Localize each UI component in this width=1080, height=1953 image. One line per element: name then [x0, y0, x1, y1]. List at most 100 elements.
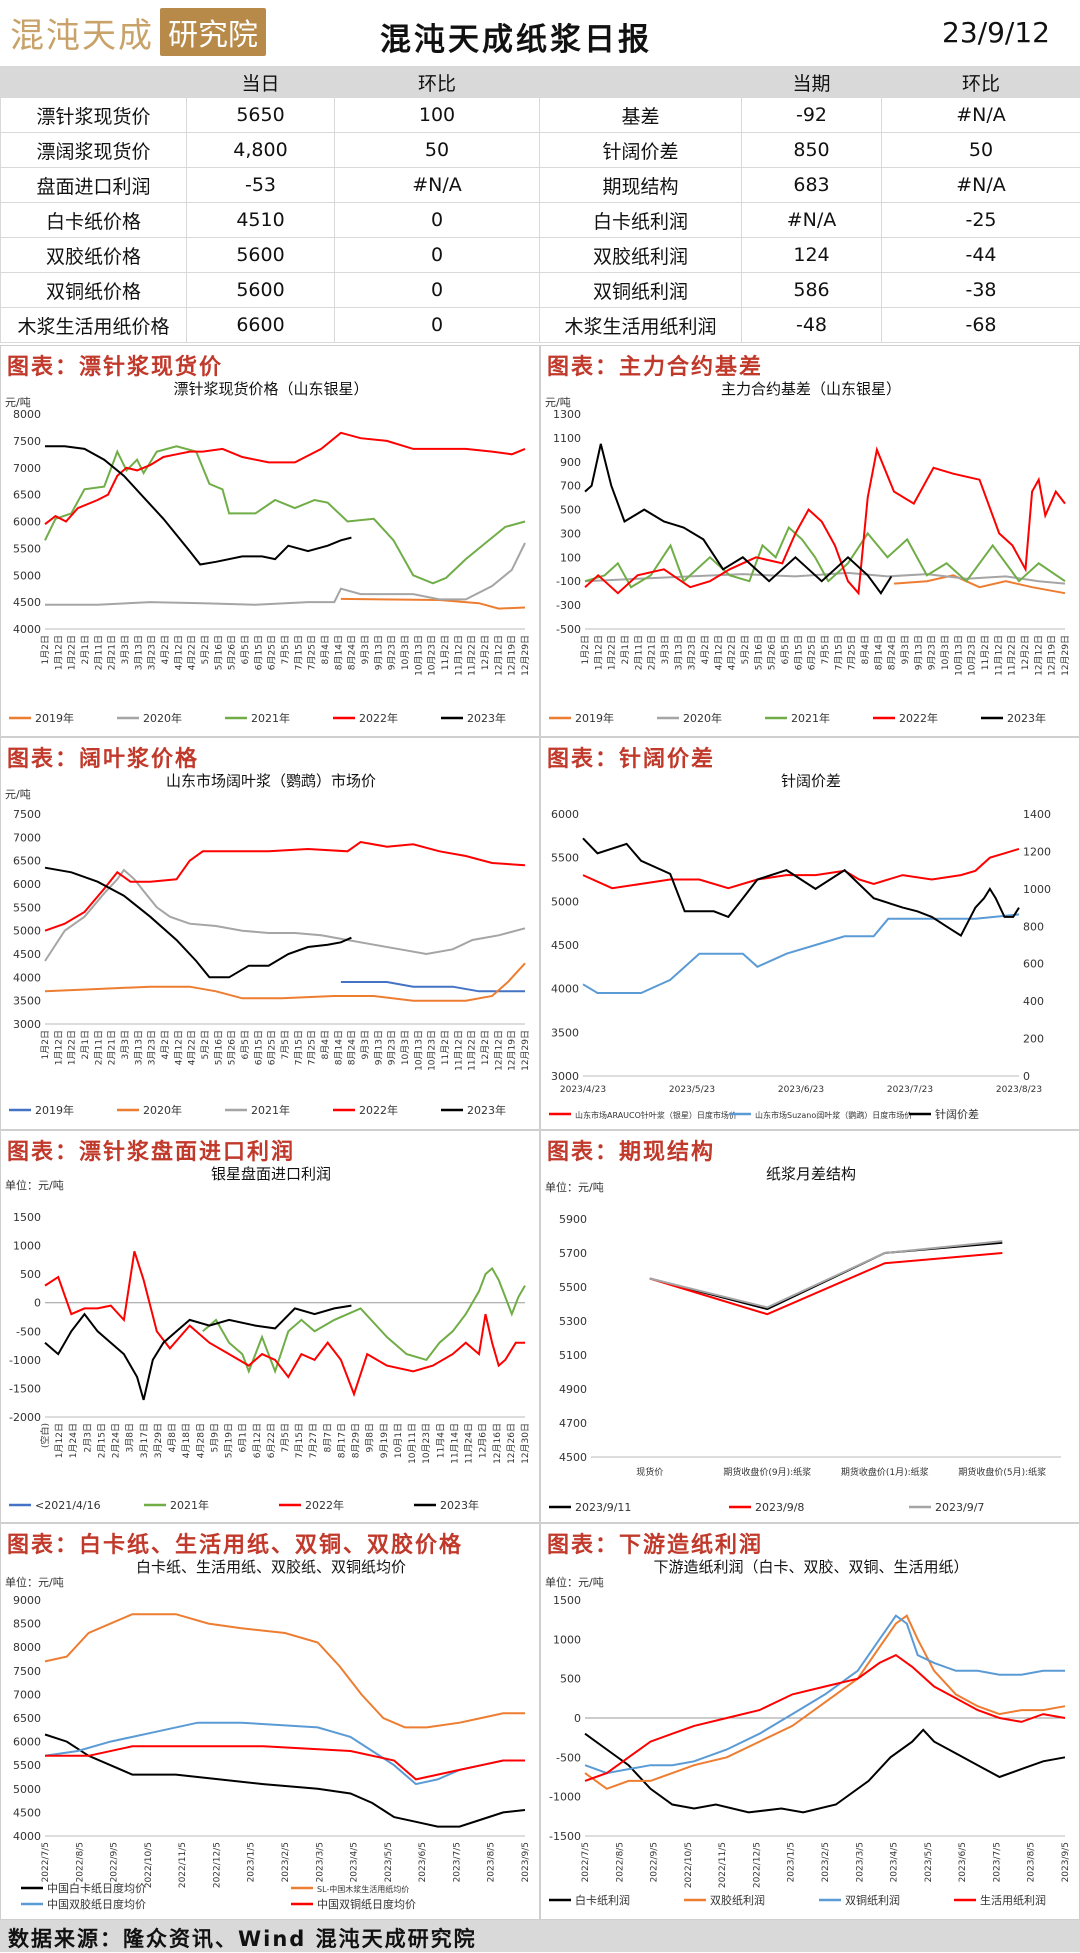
x-tick-label: 2023/2/5 [821, 1842, 831, 1882]
series-line [45, 1746, 525, 1779]
x-tick-label: 8月14日 [333, 635, 344, 670]
x-tick-label: 1月22日 [607, 635, 618, 670]
x-tick-label: 5月19日 [224, 1423, 235, 1458]
x-tick-label: 2022/11/5 [718, 1842, 728, 1888]
series-line [45, 1306, 351, 1400]
x-tick-label: 12月2日 [480, 1030, 491, 1065]
chart-spread: 针阔价差300035004000450050005500600002004006… [541, 766, 1080, 1129]
y-tick-label: 5000 [13, 925, 41, 938]
x-tick-label: 10月23日 [427, 635, 438, 676]
x-tick-label: 9月23日 [387, 635, 398, 670]
x-tick-label: 10月23日 [967, 635, 978, 676]
legend-label: 2019年 [575, 711, 614, 725]
table-cell: 漂阔浆现货价 [1, 133, 187, 168]
legend-label: 2022年 [899, 711, 938, 725]
x-tick-label: 1月2日 [40, 1030, 51, 1059]
series-line [583, 914, 1019, 993]
x-tick-label: 3月23日 [687, 635, 698, 670]
legend-label: 2023年 [1007, 711, 1046, 725]
x-tick-label: 8月7日 [322, 1423, 333, 1452]
x-tick-label: 2月11日 [633, 635, 644, 670]
y-tick-label: 900 [560, 456, 581, 469]
y2-tick-label: 800 [1023, 920, 1044, 933]
table-cell: 期现结构 [540, 168, 742, 203]
y-tick-label: 700 [560, 480, 581, 493]
x-tick-label: 7月25日 [847, 635, 858, 670]
x-tick-label: 期货收盘价(1月):纸浆 [841, 1466, 929, 1478]
x-tick-label: 11月4日 [435, 1423, 446, 1458]
x-tick-label: 期货收盘价(9月):纸浆 [723, 1466, 811, 1478]
table-cell: 4,800 [187, 133, 335, 168]
unit-label: 单位：元/吨 [5, 1575, 64, 1589]
x-tick-label: 8月24日 [887, 635, 898, 670]
x-tick-label: 1月12日 [53, 1030, 64, 1065]
y-tick-label: 8000 [13, 408, 41, 421]
column-header: 当期 [742, 67, 882, 98]
y-tick-label: 4500 [13, 596, 41, 609]
logo-text: 混沌天成 [10, 8, 154, 57]
x-tick-label: 2月21日 [107, 635, 118, 670]
x-tick-label: 6月15日 [253, 1030, 264, 1065]
x-tick-label: 3月3日 [120, 635, 131, 664]
series-line [45, 1723, 525, 1784]
table-cell: 0 [335, 238, 540, 273]
unit-label: 单位：元/吨 [545, 1180, 604, 1194]
table-cell: #N/A [335, 168, 540, 203]
company-logo: 混沌天成 研究院 [10, 8, 266, 56]
y-tick-label: 1300 [553, 408, 581, 421]
table-cell: 5600 [187, 273, 335, 308]
chart-structure: 纸浆月差结构单位：元/吨4500470049005100530055005700… [541, 1159, 1080, 1522]
column-header [1, 67, 187, 98]
chart-title: 纸浆月差结构 [766, 1165, 856, 1183]
y-tick-label: 5000 [13, 569, 41, 582]
x-tick-label: 7月5日 [280, 1423, 291, 1452]
y-tick-label: -1500 [9, 1382, 41, 1395]
y-tick-label: 4500 [551, 939, 579, 952]
table-cell: 6600 [187, 308, 335, 343]
y-tick-label: 5000 [551, 895, 579, 908]
y2-tick-label: 200 [1023, 1033, 1044, 1046]
legend-label: 2020年 [143, 1103, 182, 1117]
y-tick-label: 4000 [13, 623, 41, 636]
table-cell: 0 [335, 308, 540, 343]
y-tick-label: 4500 [13, 1806, 41, 1819]
x-tick-label: 6月25日 [267, 635, 278, 670]
x-tick-label: 8月14日 [333, 1030, 344, 1065]
y-tick-label: 1500 [13, 1211, 41, 1224]
table-header-row: 当日环比当期环比 [1, 67, 1080, 98]
x-tick-label: 1月22日 [67, 1030, 78, 1065]
legend-label: 2020年 [683, 711, 722, 725]
column-header [540, 67, 742, 98]
table-cell: -53 [187, 168, 335, 203]
x-tick-label: 12月29日 [520, 635, 531, 676]
series-line [45, 433, 525, 524]
legend-label: 中国双胶纸日度均价 [47, 1897, 146, 1911]
x-tick-label: 4月8日 [167, 1423, 178, 1452]
table-cell: 针阔价差 [540, 133, 742, 168]
x-tick-label: 10月23日 [427, 1030, 438, 1071]
y-tick-label: 5500 [13, 1759, 41, 1772]
y-tick-label: 1500 [553, 1594, 581, 1607]
table-cell: 4510 [187, 203, 335, 238]
table-cell: #N/A [882, 168, 1080, 203]
x-tick-label: 2023/3/5 [855, 1842, 865, 1882]
y2-tick-label: 1000 [1023, 883, 1051, 896]
x-tick-label: 8月4日 [320, 635, 331, 664]
y-tick-label: 9000 [13, 1594, 41, 1607]
unit-label: 元/吨 [5, 788, 31, 801]
x-tick-label: 4月12日 [713, 635, 724, 670]
series-line [650, 1241, 1003, 1307]
x-tick-label: 5月2日 [740, 635, 751, 664]
x-tick-label: 5月16日 [753, 635, 764, 670]
y-tick-label: 5500 [13, 542, 41, 555]
table-cell: 0 [335, 203, 540, 238]
y-tick-label: 5900 [559, 1213, 587, 1226]
x-tick-label: 6月5日 [240, 635, 251, 664]
legend-label: 2021年 [251, 711, 290, 725]
chart-paper-profit: 下游造纸利润（白卡、双胶、双铜、生活用纸）单位：元/吨-1500-1000-50… [541, 1552, 1080, 1919]
